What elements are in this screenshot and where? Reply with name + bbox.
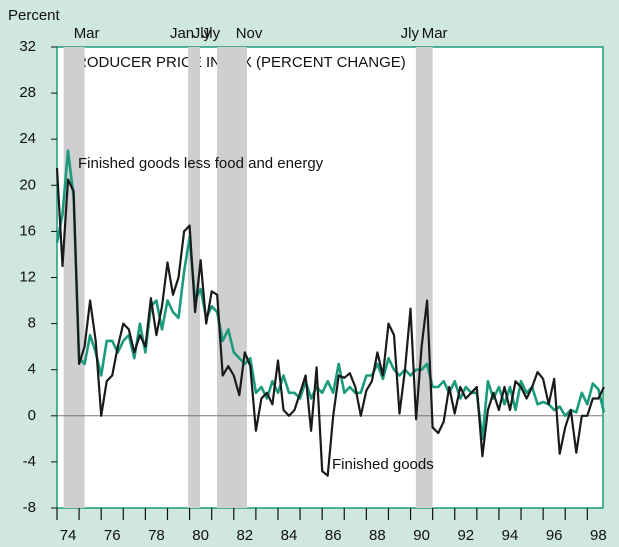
y-tick-label: 4: [28, 361, 36, 378]
x-tick-label: 98: [590, 527, 607, 544]
x-tick-label: 92: [457, 527, 474, 544]
x-tick-label: 94: [502, 527, 519, 544]
recession-start-label: Jly: [401, 25, 420, 42]
y-tick-label: -4: [23, 453, 36, 470]
y-tick-label: 16: [19, 222, 36, 239]
x-tick-label: 76: [104, 527, 121, 544]
y-tick-label: 8: [28, 315, 36, 332]
y-tick-label: 32: [19, 38, 36, 55]
recession-end-label: Jly: [193, 25, 212, 42]
recession-end-label: Mar: [74, 25, 100, 42]
recession-end-label: Nov: [236, 25, 263, 42]
x-tick-label: 78: [148, 527, 165, 544]
y-tick-label: 24: [19, 130, 36, 147]
y-tick-label: 20: [19, 176, 36, 193]
y-axis-label: Percent: [8, 7, 61, 24]
x-tick-label: 90: [413, 527, 430, 544]
y-tick-label: -8: [23, 499, 36, 516]
series-line: [55, 167, 605, 477]
x-tick-label: 84: [281, 527, 298, 544]
recession-band: [63, 47, 85, 508]
y-tick-label: 28: [19, 84, 36, 101]
x-tick-label: 86: [325, 527, 342, 544]
x-tick-label: 80: [192, 527, 209, 544]
plot-area: [56, 46, 604, 509]
recession-band: [415, 47, 433, 508]
recession-end-label: Mar: [422, 25, 448, 42]
y-tick-label: 0: [28, 407, 36, 424]
recession-start-label: Jly: [202, 25, 221, 42]
recession-band: [216, 47, 248, 508]
recession-start-label: Jan: [170, 25, 194, 42]
x-tick-label: 82: [236, 527, 253, 544]
series-label: Finished goods less food and energy: [78, 155, 324, 172]
y-tick-label: 12: [19, 268, 36, 285]
x-tick-label: 88: [369, 527, 386, 544]
series-label: Finished goods: [332, 456, 434, 473]
x-tick-label: 96: [546, 527, 563, 544]
x-tick-label: 74: [60, 527, 77, 544]
